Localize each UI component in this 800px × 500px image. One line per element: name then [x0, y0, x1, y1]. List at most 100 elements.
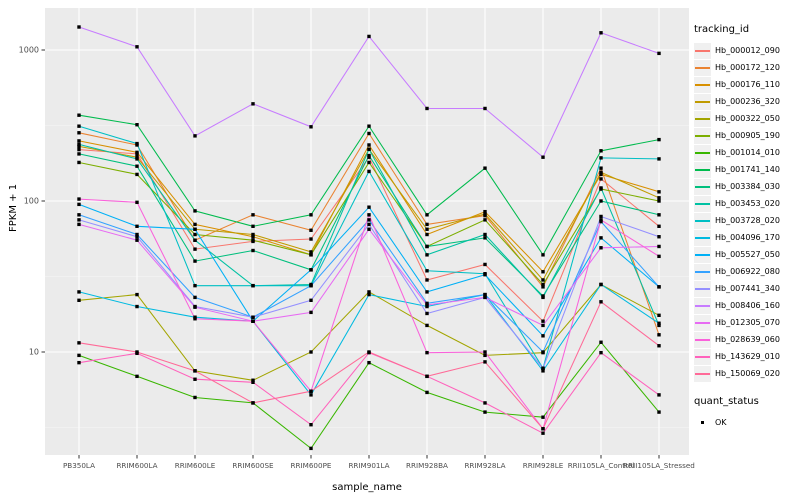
data-point — [367, 169, 371, 174]
data-point — [251, 401, 255, 405]
data-point — [541, 366, 545, 370]
legend-entry-Hb_003384_030: Hb_003384_030 — [694, 178, 800, 195]
data-point — [599, 350, 603, 355]
data-point — [425, 253, 429, 257]
legend-key-line-icon — [694, 297, 711, 314]
data-point — [309, 446, 313, 451]
data-point — [77, 290, 81, 294]
data-point — [657, 344, 661, 348]
data-point — [77, 222, 81, 227]
data-point — [425, 323, 429, 328]
data-point — [77, 152, 81, 156]
data-point — [657, 190, 661, 194]
legend-entry-label: Hb_003453_020 — [715, 199, 780, 208]
data-point — [77, 213, 81, 217]
legend-entry-label: Hb_150069_020 — [715, 369, 780, 378]
legend-entry-Hb_028639_060: Hb_028639_060 — [694, 331, 800, 348]
data-point — [193, 259, 197, 263]
x-tick-label: RRII105LA_Stressed — [623, 461, 695, 470]
legend-entry-label: Hb_001014_010 — [715, 148, 780, 157]
data-point — [309, 268, 313, 272]
data-point — [193, 377, 197, 381]
data-point — [193, 369, 197, 373]
legend-key-line-icon — [694, 161, 711, 178]
data-point — [193, 295, 197, 300]
data-point — [135, 235, 139, 239]
data-point — [541, 427, 545, 431]
data-point — [251, 102, 255, 106]
data-point — [425, 374, 429, 379]
data-point — [77, 202, 81, 207]
x-tick-label: RRIM928BA — [406, 461, 448, 470]
data-point — [541, 278, 545, 282]
legend-entry-Hb_004096_170: Hb_004096_170 — [694, 229, 800, 246]
data-point — [599, 214, 603, 219]
data-point — [599, 282, 603, 287]
data-point — [599, 170, 603, 174]
data-point — [599, 31, 603, 35]
data-point — [483, 106, 487, 111]
data-point — [135, 224, 139, 228]
x-tick-label: RRIM600LA — [116, 461, 157, 470]
data-point — [135, 123, 139, 127]
data-point — [599, 166, 603, 170]
data-point — [251, 283, 255, 288]
data-point — [367, 34, 371, 39]
legend-entries: Hb_000012_090 Hb_000172_120 Hb_000176_110 H… — [694, 42, 800, 382]
legend-key-line-icon — [694, 314, 711, 331]
data-point — [367, 360, 371, 365]
legend-key-line-icon — [694, 76, 711, 93]
data-point — [367, 205, 371, 209]
data-point — [541, 334, 545, 338]
data-point — [541, 350, 545, 354]
data-point — [425, 213, 429, 217]
data-point — [367, 213, 371, 217]
legend-key-line-icon — [694, 280, 711, 297]
data-point — [483, 401, 487, 405]
data-point — [251, 378, 255, 382]
data-point — [657, 285, 661, 289]
data-point — [541, 295, 545, 300]
data-point — [251, 319, 255, 323]
data-point — [309, 253, 313, 257]
legend-key-line-icon — [694, 178, 711, 195]
data-point — [309, 283, 313, 288]
legend-entry-Hb_001741_140: Hb_001741_140 — [694, 161, 800, 178]
data-point — [599, 172, 603, 177]
y-tick-label: 1000 — [19, 46, 39, 55]
legend-entry-Hb_003453_020: Hb_003453_020 — [694, 195, 800, 212]
data-point — [425, 269, 429, 273]
data-point — [599, 246, 603, 250]
data-point — [657, 254, 661, 259]
data-point — [251, 232, 255, 237]
legend-entry-quant-OK: OK — [694, 414, 800, 431]
data-point — [541, 270, 545, 274]
data-point — [657, 157, 661, 161]
data-point — [309, 250, 313, 254]
legend-entry-label: Hb_005527_050 — [715, 250, 780, 259]
legend-entry-label: Hb_003728_020 — [715, 216, 780, 225]
data-point — [135, 304, 139, 309]
data-point — [483, 218, 487, 222]
legend-key-line-icon — [694, 59, 711, 76]
legend-key-line-icon — [694, 246, 711, 263]
x-tick-label: RRIM600PE — [291, 461, 332, 470]
legend-key-line-icon — [694, 348, 711, 365]
data-point — [657, 321, 661, 325]
data-point — [541, 319, 545, 323]
x-tick-label: RRIM600SE — [232, 461, 274, 470]
legend-entry-Hb_000176_110: Hb_000176_110 — [694, 76, 800, 93]
data-point — [657, 213, 661, 217]
data-point — [425, 106, 429, 111]
legend-key-line-icon — [694, 93, 711, 110]
data-point — [135, 150, 139, 155]
legend-entry-Hb_000172_120: Hb_000172_120 — [694, 59, 800, 76]
legend-entry-label: Hb_004096_170 — [715, 233, 780, 242]
data-point — [425, 290, 429, 294]
data-point — [77, 197, 81, 201]
data-point — [77, 139, 81, 143]
data-point — [483, 360, 487, 364]
legend-title-tracking-id: tracking_id — [694, 24, 750, 35]
data-point — [251, 235, 255, 239]
